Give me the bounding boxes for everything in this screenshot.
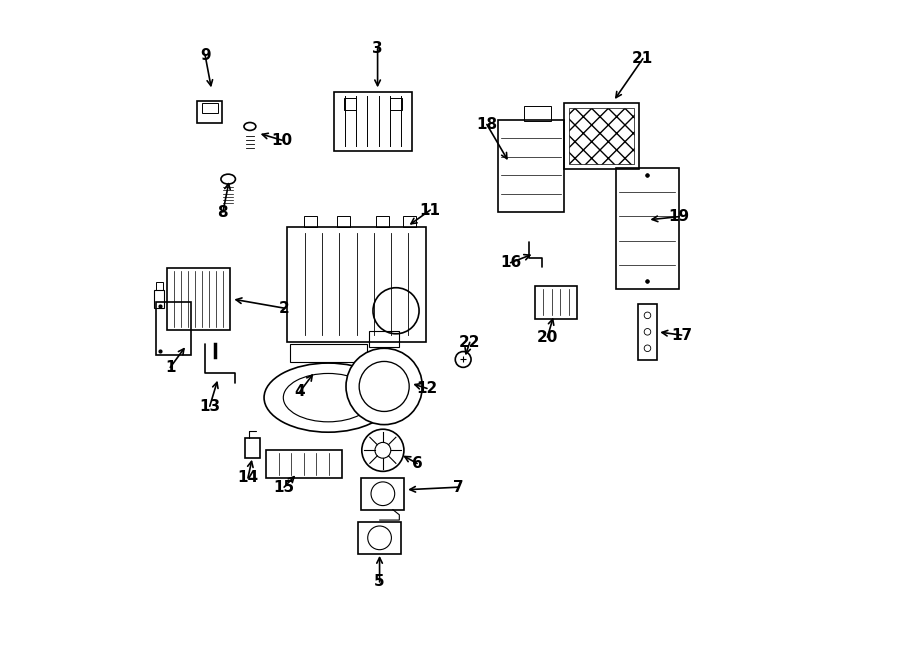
Bar (290, 344, 366, 362)
Bar (535, 286, 578, 319)
Ellipse shape (244, 122, 256, 130)
Text: 1: 1 (165, 360, 176, 375)
Bar (304, 215, 317, 227)
Ellipse shape (220, 174, 236, 184)
Bar (362, 478, 404, 510)
Text: 7: 7 (454, 480, 464, 494)
Text: 21: 21 (632, 51, 653, 66)
Bar (525, 106, 551, 120)
Bar (334, 93, 412, 151)
Ellipse shape (284, 373, 374, 422)
Text: 11: 11 (419, 202, 441, 217)
Circle shape (371, 482, 395, 506)
Bar (376, 215, 390, 227)
Bar (157, 302, 191, 355)
Circle shape (644, 312, 651, 319)
Text: 10: 10 (272, 133, 292, 148)
Bar (156, 282, 163, 290)
Bar (287, 227, 426, 342)
Bar (569, 108, 634, 165)
Ellipse shape (264, 363, 392, 432)
Circle shape (375, 442, 391, 458)
Bar (402, 215, 416, 227)
Bar (344, 98, 356, 110)
Text: 2: 2 (279, 301, 290, 315)
Text: 15: 15 (274, 480, 294, 494)
Text: 12: 12 (417, 381, 437, 396)
Text: 9: 9 (200, 48, 211, 63)
Text: 14: 14 (238, 471, 258, 485)
Text: 4: 4 (294, 384, 305, 399)
Circle shape (368, 526, 392, 550)
Circle shape (362, 429, 404, 471)
Text: 8: 8 (218, 204, 229, 219)
Bar (155, 290, 165, 308)
Circle shape (644, 329, 651, 335)
Bar (337, 215, 350, 227)
Bar (369, 330, 399, 347)
Text: 16: 16 (500, 255, 521, 270)
Circle shape (346, 348, 422, 424)
Bar (197, 101, 222, 122)
Bar (498, 120, 564, 212)
Circle shape (455, 352, 471, 368)
Bar (616, 168, 679, 290)
Text: 3: 3 (373, 41, 382, 56)
Bar (563, 103, 639, 169)
Bar (167, 268, 230, 330)
Text: 19: 19 (669, 209, 689, 224)
Bar (246, 438, 260, 457)
Text: 22: 22 (459, 335, 481, 350)
Bar (358, 522, 401, 554)
Circle shape (644, 345, 651, 352)
Bar (391, 98, 402, 110)
Bar (202, 102, 218, 113)
Text: 18: 18 (476, 117, 498, 132)
Bar (638, 304, 657, 360)
Text: 13: 13 (199, 399, 220, 414)
Text: 5: 5 (374, 574, 385, 590)
Circle shape (373, 288, 419, 334)
Text: 17: 17 (671, 328, 692, 342)
Text: 20: 20 (536, 330, 558, 344)
Text: 6: 6 (411, 456, 422, 471)
Circle shape (359, 362, 410, 411)
Bar (266, 450, 342, 478)
